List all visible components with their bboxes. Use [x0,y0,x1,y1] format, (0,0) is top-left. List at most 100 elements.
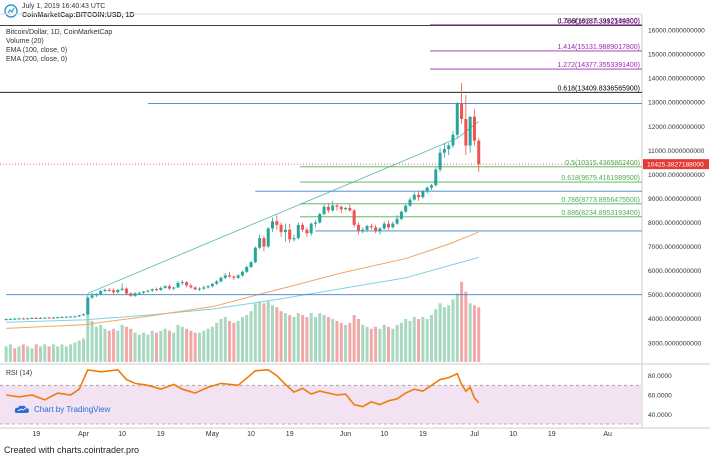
volume-bar [472,305,476,362]
volume-bar [150,330,154,362]
time-tick-label: Apr [78,431,90,438]
time-tick-label: 19 [286,431,294,438]
volume-bar [434,309,438,362]
candle-body [391,223,395,228]
candle-body [189,285,193,288]
volume-bar [219,318,223,362]
time-tick-label: 10 [247,431,255,438]
volume-bar [301,315,305,362]
volume-bar [107,330,111,362]
price-tick-label: 4000.0000000000 [648,316,702,323]
candle-body [30,317,34,319]
tradingview-badge[interactable]: Chart by TradingView [14,402,110,416]
volume-bar [395,324,399,362]
candle-body [421,191,425,198]
candle-body [185,282,189,286]
rsi-label: RSI (14) [6,370,32,377]
current-price-tag [643,159,709,170]
volume-bar [197,332,201,362]
candle-body [245,266,249,272]
candle-body [356,224,360,231]
volume-bar [442,307,446,362]
candle-body [163,286,167,288]
volume-bar [356,318,360,362]
volume-bar [172,332,176,362]
indicator-volume: Volume (20) [6,38,44,45]
candle-body [133,293,137,296]
volume-bar [399,322,403,362]
price-tick-label: 6000.0000000000 [648,268,702,275]
fib-level-label: 0.786(16187.3992149300) [557,19,640,26]
ema200-line [6,256,479,323]
candle-body [468,116,472,146]
candle-body [438,152,442,170]
candle-body [120,288,124,290]
tradingview-cloud-icon [14,405,29,413]
candle-body [124,288,128,294]
volume-bar [438,303,442,362]
candle-body [408,199,412,206]
time-tick-label: 19 [548,431,556,438]
candle-body [94,293,98,296]
price-chart[interactable]: 0.786(16187.3992149300)1.618(16216.11125… [0,0,710,440]
candle-body [434,169,438,186]
fib-level-label: 1.414(15131.9889017800) [557,44,640,51]
volume-bar [339,322,343,362]
volume-bar [296,313,300,362]
candle-body [382,223,386,229]
volume-bar [305,317,309,362]
candle-body [326,206,330,211]
candle-body [266,228,270,247]
volume-bar [283,313,287,362]
candle-body [150,289,154,291]
time-tick-label: 10 [380,431,388,438]
footer-credit: Created with charts.cointrader.pro [4,445,140,455]
candle-body [318,214,322,223]
candle-body [197,288,201,290]
volume-bar [86,311,90,362]
volume-bar [374,326,378,362]
candle-body [417,194,421,198]
candle-body [305,229,309,234]
time-tick-label: Au [603,431,612,438]
volume-bar [73,342,77,362]
candle-body [47,317,51,319]
candle-body [146,290,150,292]
candle-body [206,286,210,288]
candle-body [39,317,43,319]
volume-bar [142,332,146,362]
candle-body [309,223,313,234]
candle-body [352,210,356,225]
volume-bar [137,334,141,362]
candle-body [21,318,25,320]
ema100-line [6,231,479,329]
price-tick-label: 16000.0000000000 [648,28,705,35]
candle-body [176,282,180,288]
candle-body [51,317,55,319]
candle-body [464,119,468,146]
volume-bar [223,317,227,362]
candle-body [137,292,141,294]
tradingview-badge-label: Chart by TradingView [34,404,111,414]
candle-body [60,317,64,319]
volume-bar [202,330,206,362]
volume-bar [64,346,68,362]
volume-bar [99,324,103,362]
time-tick-label: May [206,431,220,438]
volume-bar [17,346,21,362]
candle-body [249,262,253,267]
pair-line: Bitcoin/Dollar, 1D, CoinMarketCap [6,29,113,36]
candle-body [271,221,275,229]
volume-bar [116,330,120,362]
volume-bar [266,301,270,362]
candle-body [219,277,223,282]
volume-bar [8,344,12,362]
volume-bar [262,303,266,362]
candle-body [34,317,38,319]
volume-bar [215,322,219,362]
volume-bar [421,317,425,362]
price-tick-label: 3000.0000000000 [648,340,702,347]
volume-bar [133,332,137,362]
candle-body [331,205,335,211]
volume-bar [408,320,412,362]
